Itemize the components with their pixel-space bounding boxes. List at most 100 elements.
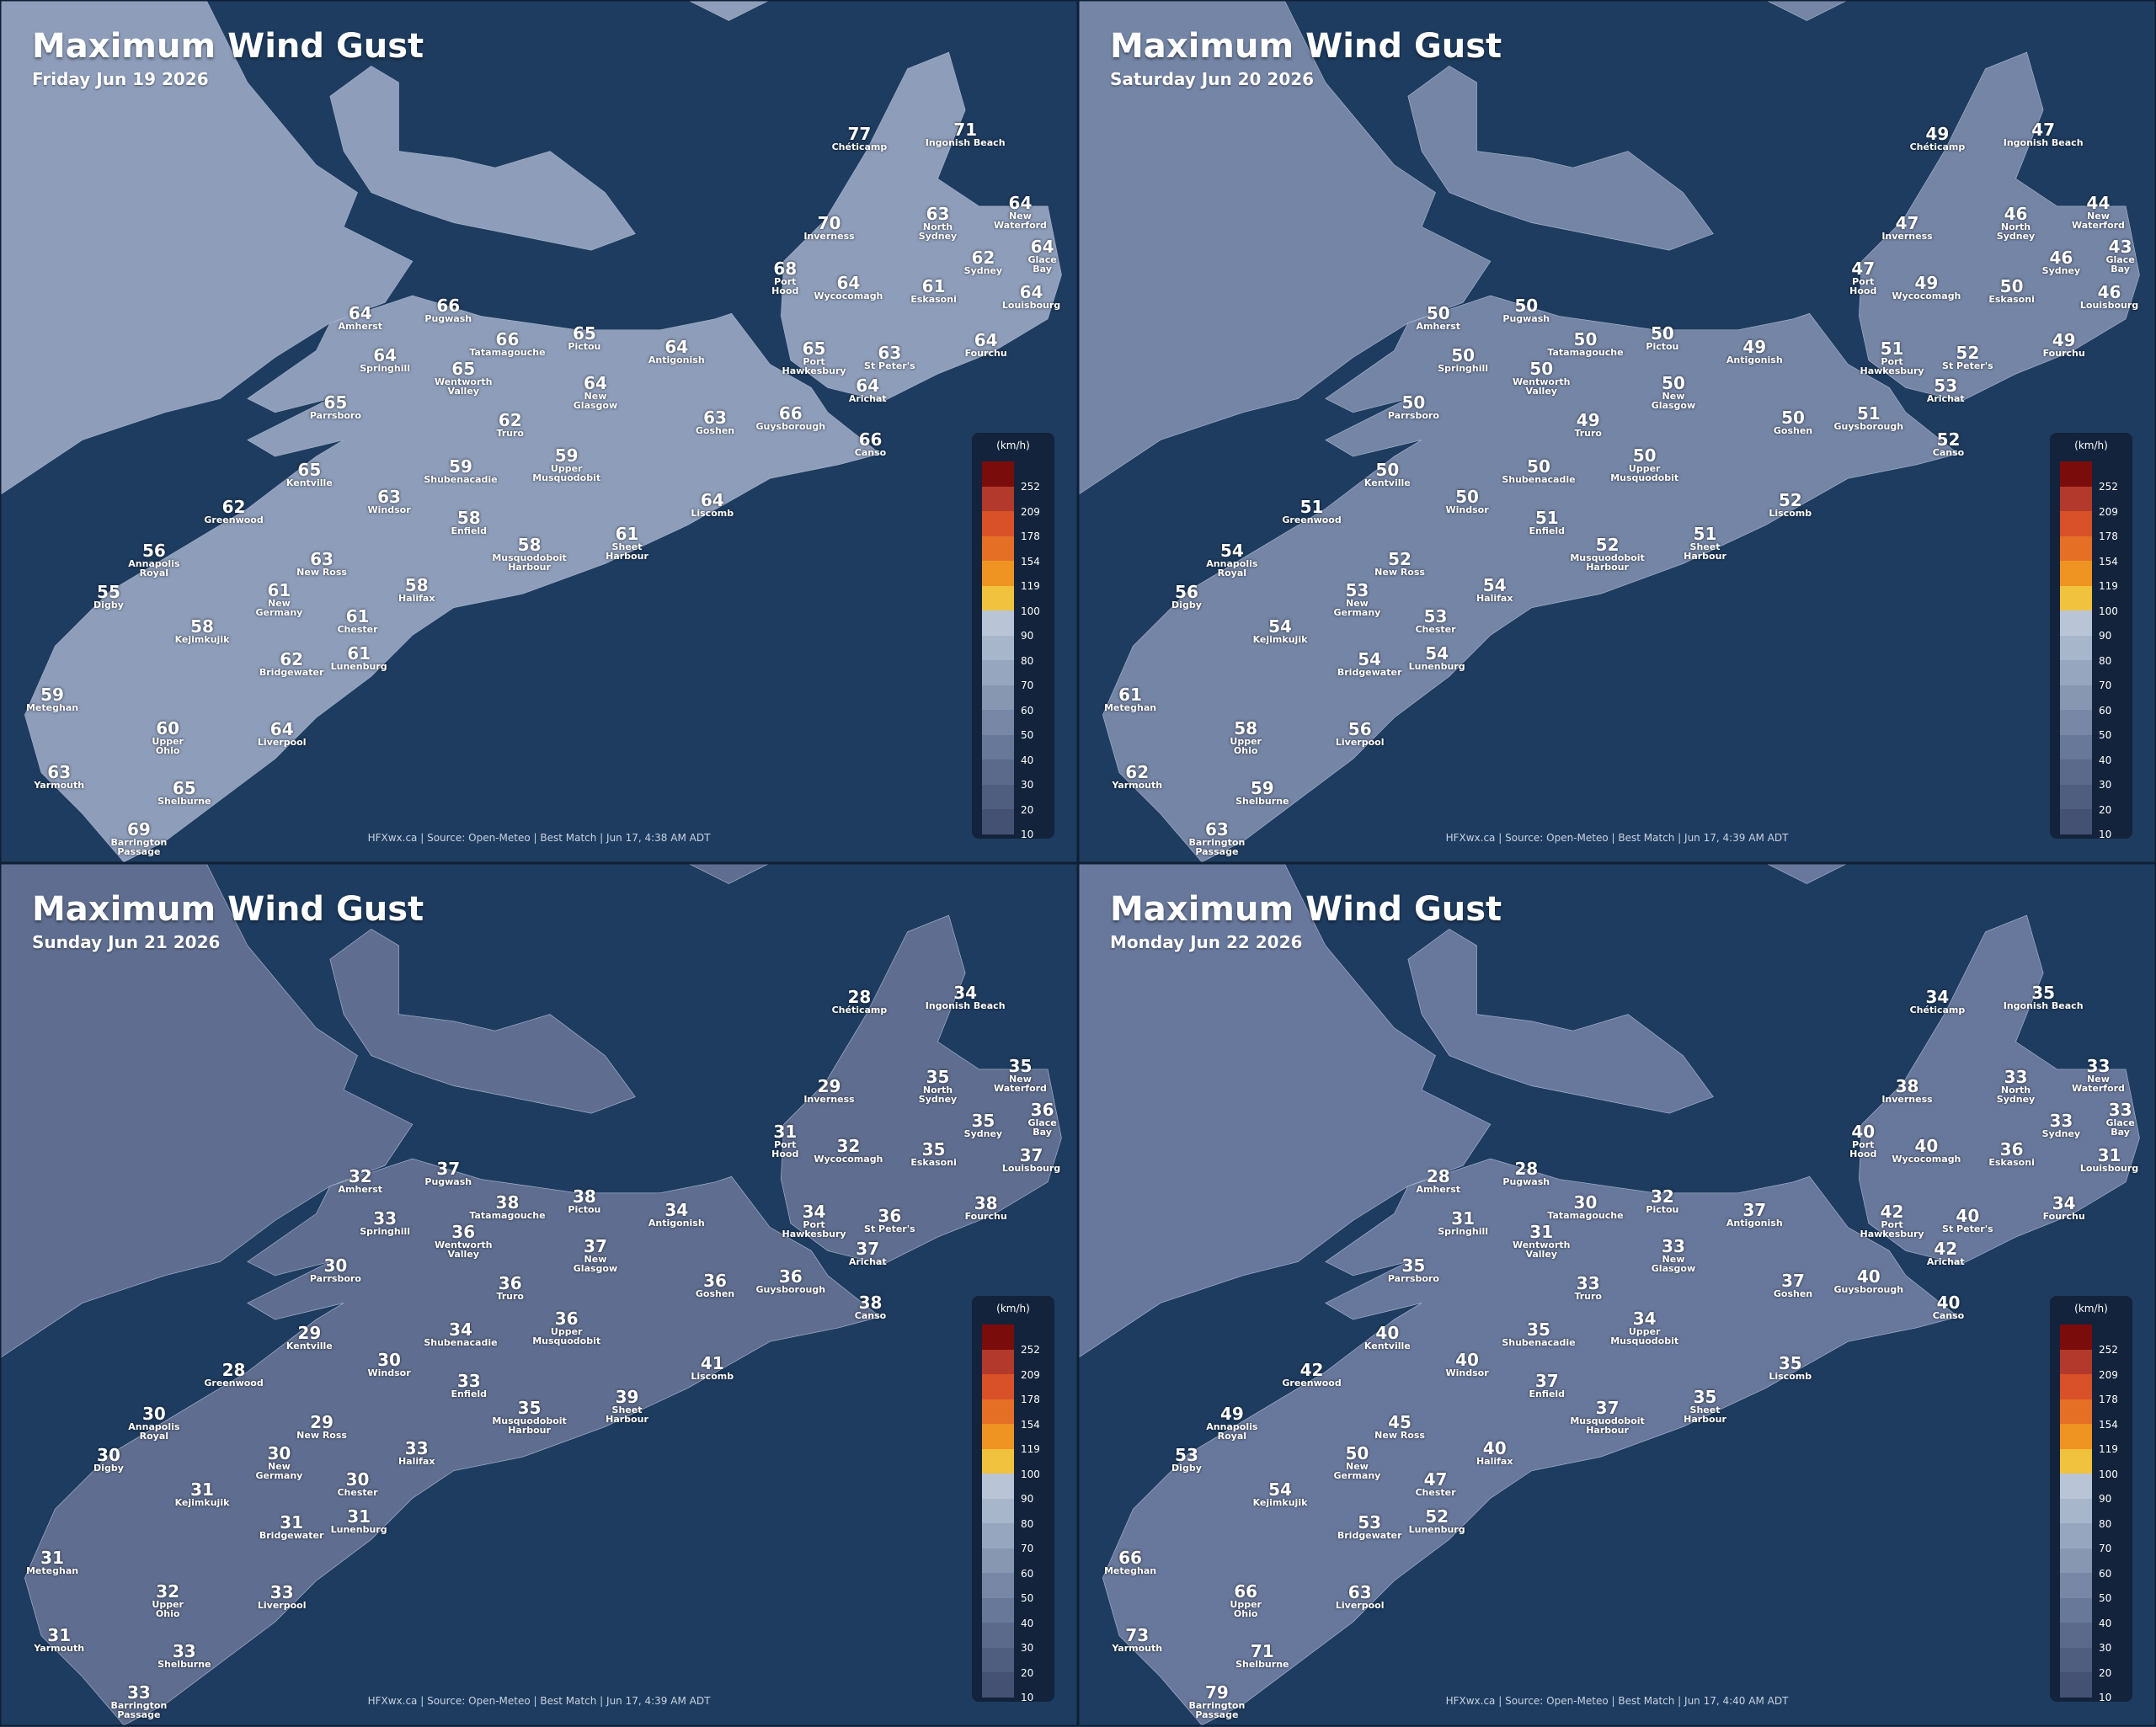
legend-swatch [2060,660,2092,685]
city-name: Yarmouth [34,779,85,791]
legend-swatch [982,1474,1014,1499]
city-name: Chéticamp [1909,141,1966,153]
gust-value: 54 [1358,648,1382,669]
legend-swatch [982,1349,1014,1375]
legend-row: 100 [982,585,1049,617]
legend-label: 70 [2099,680,2112,691]
gust-value: 65 [802,338,826,359]
gust-value: 63 [310,548,334,569]
gust-value: 65 [297,459,322,480]
legend-swatch [2060,486,2092,512]
city-name: Amherst [1416,1183,1461,1195]
gust-value: 54 [1425,643,1449,664]
legend-row: 154 [982,1399,1049,1431]
city-label: 35 Shubenacadie [1502,1321,1575,1347]
city-name: Windsor [1445,504,1489,516]
gust-value: 63 [878,342,902,363]
gust-value: 33 [1662,1235,1685,1256]
city-label: 64 New Waterford [994,195,1047,230]
city-label: 62 Bridgewater [259,651,324,677]
city-label: 50 Amherst [1417,305,1461,331]
legend-row: 119 [2060,1424,2127,1455]
city-label: 52 New Ross [1374,551,1425,577]
city-label: 33 Enfield [451,1373,487,1399]
city-name: Greenwood [1282,1377,1342,1389]
gust-value: 64 [348,302,372,323]
gust-value: 32 [1650,1186,1674,1207]
city-label: 31 Yarmouth [34,1627,84,1653]
city-label: 54 Kejimkujik [1253,618,1308,644]
city-label: 28 Chéticamp [832,989,888,1015]
gust-value: 36 [878,1205,902,1226]
city-name: Ingonish Beach [925,137,1006,149]
legend-row: 30 [2060,760,2127,791]
city-name: Meteghan [25,1565,79,1577]
city-label: 37 Arichat [849,1240,887,1266]
city-label: 36 Upper Musquodobit [532,1310,600,1346]
city-label: 32 Amherst [339,1168,383,1194]
gust-value: 62 [971,248,995,269]
city-label: 47 Inverness [1881,215,1932,241]
legend-swatch [982,610,1014,636]
gust-value: 30 [141,1403,166,1424]
city-label: 61 Eskasoni [910,278,957,304]
city-name: Guysborough [1833,420,1904,432]
city-name: Canso [1932,1309,1965,1321]
legend-swatch [982,511,1014,536]
legend-row: 119 [2060,561,2127,592]
legend-label: 154 [2099,1418,2118,1431]
city-label: 61 New Germany [256,582,303,617]
legend-label: 80 [2099,654,2112,667]
gust-value: 66 [778,402,803,424]
panel-footer: HFXwx.ca | Source: Open-Meteo | Best Mat… [1445,1695,1789,1707]
legend-label: 20 [2099,803,2112,816]
gust-value: 65 [451,359,476,380]
city-name: Glace Bay [2105,254,2135,275]
gust-value: 61 [347,643,371,664]
city-name: Greenwood [204,1377,264,1389]
legend-swatch [2060,1399,2092,1425]
gust-value: 39 [615,1387,639,1408]
city-name: Port Hawkesbury [782,355,846,376]
city-label: 34 Port Hawkesbury [782,1203,846,1239]
city-name: Digby [1171,1462,1202,1474]
city-label: 62 Yarmouth [1112,764,1162,790]
gust-value: 64 [836,272,861,293]
gust-value: 30 [345,1469,370,1490]
city-label: 30 Tatamagouche [1547,1194,1623,1220]
legend-row: 30 [2060,1623,2127,1654]
gust-value: 47 [2031,120,2056,141]
city-name: Inverness [803,1094,855,1106]
city-label: 33 Liverpool [258,1584,307,1610]
panel-subtitle: Monday Jun 22 2026 [1110,932,1303,952]
legend-label: 252 [2099,481,2118,493]
city-name: Parrsboro [1387,409,1439,421]
city-label: 31 Wentworth Valley [1513,1223,1571,1259]
gust-value: 35 [926,1066,950,1087]
city-name: Upper Ohio [152,735,184,756]
gust-value: 38 [974,1193,998,1214]
city-label: 65 Parrsboro [310,394,361,420]
gust-value: 50 [1451,345,1476,366]
gust-value: 35 [1693,1387,1717,1408]
city-name: Eskasoni [910,294,957,306]
city-name: Bridgewater [259,1529,324,1541]
gust-value: 63 [926,203,950,224]
gust-value: 49 [1742,337,1767,358]
legend-row: 70 [2060,660,2127,691]
city-name: Chester [337,1487,378,1499]
legend-row: 154 [2060,536,2127,568]
gust-value: 42 [1880,1201,1904,1222]
gust-value: 33 [1576,1272,1600,1293]
city-name: Port Hood [771,276,799,297]
gust-value: 42 [1934,1239,1958,1260]
city-name: Barrington Passage [110,1700,168,1721]
gust-value: 35 [1778,1352,1802,1373]
city-label: 56 Liverpool [1336,721,1385,747]
city-name: Liverpool [1335,1600,1385,1612]
city-name: Bridgewater [1337,1529,1402,1541]
city-label: 54 Annapolis Royal [1206,542,1257,578]
gust-value: 37 [856,1239,880,1260]
legend-label: 178 [1021,1394,1040,1405]
city-name: Kentville [1364,1340,1411,1351]
